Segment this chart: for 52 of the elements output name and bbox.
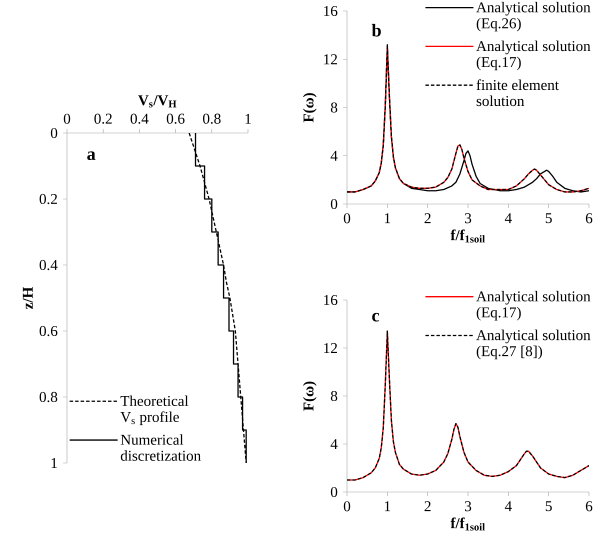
x-axis-title: V$_{s}$/V$_{H}$ [138, 95, 176, 108]
y-tick-label: 0 [50, 128, 58, 138]
annotation: c [372, 312, 380, 322]
x-tick-label: 0.2 [94, 114, 112, 124]
legend-label: Analytical solution (Eq.17) [476, 40, 590, 70]
y-tick-label: 4 [330, 150, 338, 161]
y-tick-label: 12 [324, 343, 337, 353]
x-tick-label: 2 [424, 213, 431, 224]
x-tick-label: 3 [464, 501, 472, 512]
x-tick-label: 4 [504, 213, 512, 224]
x-tick-label: 5 [546, 213, 552, 224]
x-axis-title: f/f$_{1soil}$ [450, 518, 485, 531]
x-tick-label: 3 [464, 213, 472, 224]
legend-label: Analytical solution (Eq.26) [476, 2, 590, 32]
legend-label: Numerical discretization [120, 434, 201, 461]
x-tick-label: 5 [546, 501, 552, 512]
y-tick-label: 16 [324, 294, 338, 306]
x-tick-label: 0 [344, 213, 350, 224]
x-tick-label: 6 [586, 501, 592, 512]
y-tick-label: 0.6 [40, 326, 58, 336]
legend-label: finite element solution [476, 79, 559, 106]
annotation: b [372, 24, 381, 37]
y-tick-label: 4 [330, 439, 338, 449]
y-tick-label: 12 [324, 54, 337, 64]
legend-label: Analytical solution (Eq.27 [8]) [476, 330, 590, 360]
x-axis-title: f/f$_{1soil}$ [450, 230, 485, 243]
y-axis-title: F(ω) [303, 93, 317, 122]
x-tick-label: 4 [504, 501, 512, 512]
annotation: a [87, 151, 96, 160]
legend-label: Theoretical V$_{s}$ profile [120, 395, 188, 426]
y-tick-label: 0.4 [40, 260, 58, 270]
x-tick-label: 0.6 [166, 114, 185, 124]
x-tick-label: 1 [384, 213, 390, 224]
x-tick-label: 0.8 [203, 114, 221, 124]
x-tick-label: 0.4 [130, 114, 149, 124]
x-tick-label: 6 [586, 213, 592, 224]
x-tick-label: 1 [246, 114, 251, 124]
y-axis-title: F(ω) [303, 382, 317, 411]
y-tick-label: 1 [52, 458, 57, 468]
x-tick-label: 0 [344, 501, 350, 512]
y-tick-label: 8 [330, 102, 338, 113]
legend-label: Analytical solution (Eq.17) [476, 290, 590, 320]
x-tick-label: 0 [64, 114, 70, 124]
x-tick-label: 1 [384, 501, 390, 512]
y-tick-label: 0 [330, 486, 338, 498]
y-axis-title: z/H [22, 287, 33, 309]
y-tick-label: 16 [324, 6, 338, 16]
y-tick-label: 0.8 [40, 392, 58, 402]
y-tick-label: 0 [330, 198, 338, 210]
y-tick-label: 0.2 [40, 194, 57, 204]
x-tick-label: 2 [424, 501, 431, 512]
y-tick-label: 8 [330, 390, 338, 402]
